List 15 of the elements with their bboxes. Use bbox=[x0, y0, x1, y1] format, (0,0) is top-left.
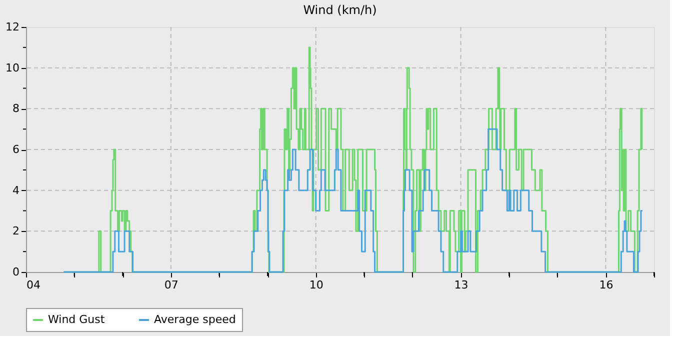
legend-label: Wind Gust bbox=[48, 313, 106, 326]
legend-label: Average speed bbox=[154, 313, 236, 326]
y-tick-label: 8 bbox=[12, 102, 20, 116]
x-tick-label: 07 bbox=[164, 278, 178, 292]
x-tick-label: 16 bbox=[599, 278, 614, 292]
y-tick-label: 4 bbox=[12, 184, 20, 197]
x-tick-label: 10 bbox=[309, 278, 324, 292]
y-tick-label: 10 bbox=[6, 61, 20, 74]
x-tick-label: 04 bbox=[26, 278, 40, 292]
x-tick-label: 13 bbox=[454, 278, 468, 292]
y-tick-label: 0 bbox=[12, 266, 20, 278]
y-tick-label: 2 bbox=[12, 224, 20, 238]
y-tick-label: 6 bbox=[12, 143, 20, 156]
y-tick-label: 12 bbox=[6, 20, 20, 34]
chart-title: Wind (km/h) bbox=[303, 3, 377, 17]
